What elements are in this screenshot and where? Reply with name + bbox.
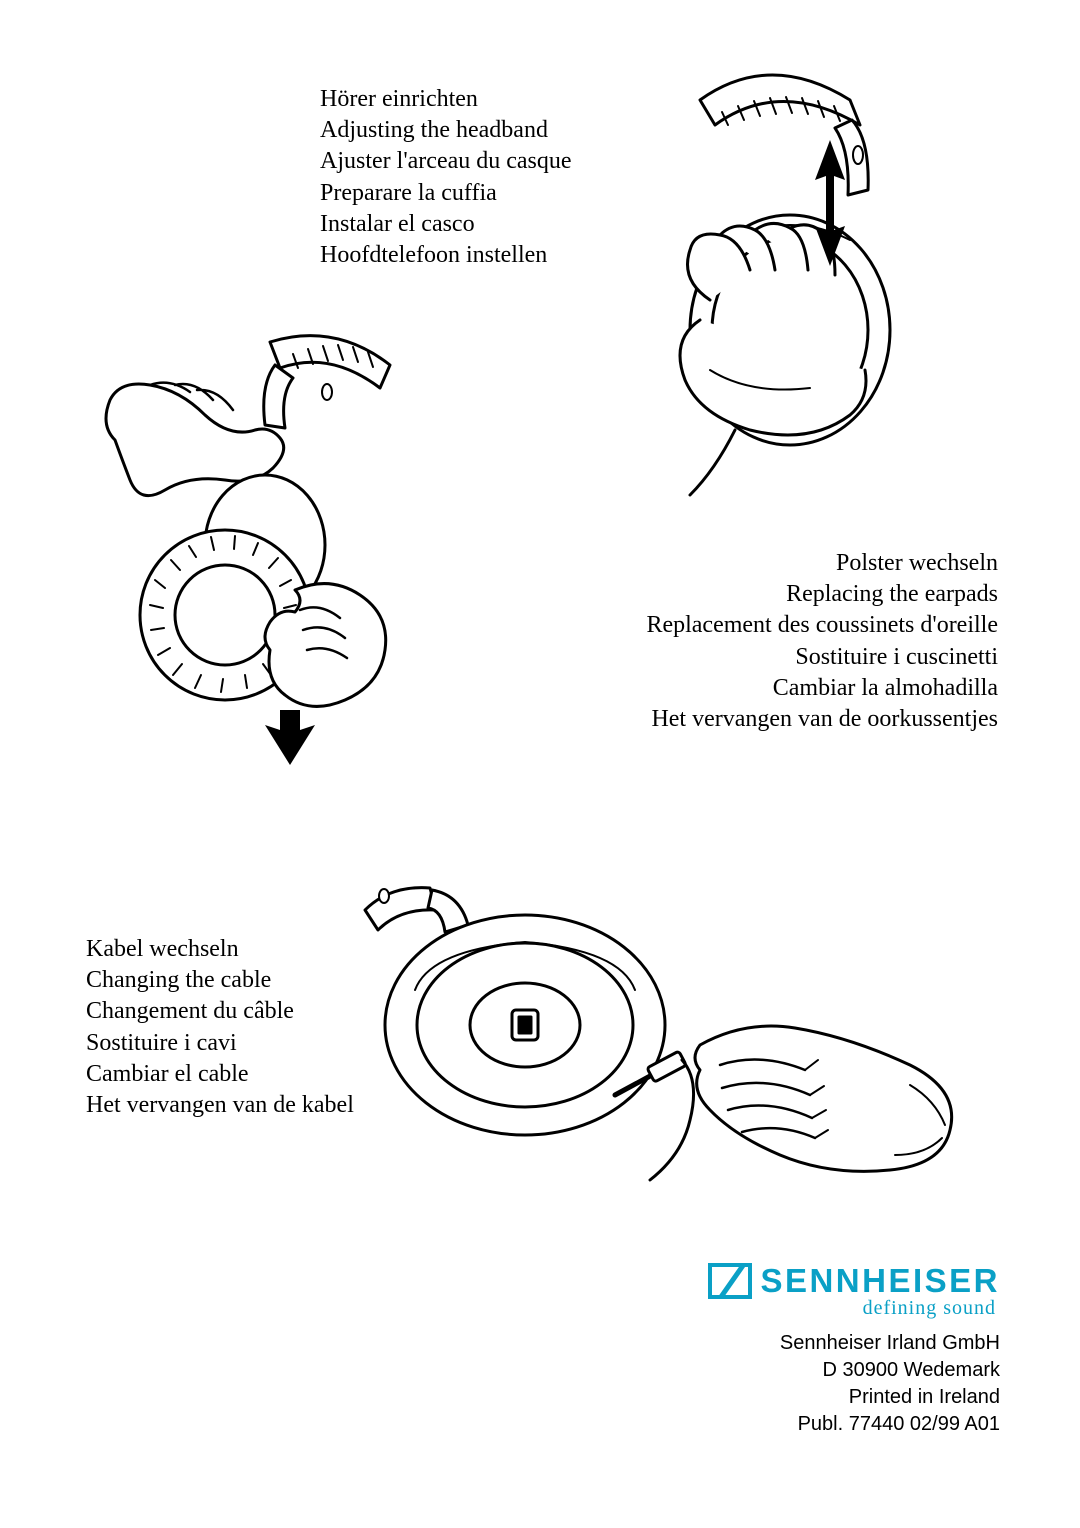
brand-address: Sennheiser Irland GmbH D 30900 Wedemark … [708,1330,1000,1438]
section1-line-nl: Hoofdtelefoon instellen [320,240,572,271]
brand-mark-icon [708,1263,752,1299]
section1-line-it: Preparare la cuffia [320,178,572,209]
brand-logo: SENNHEISER [708,1262,1000,1300]
adjusting-headband-illustration [640,70,940,500]
section2-line-en: Replacing the earpads [646,579,998,610]
section2-line-nl: Het vervangen van de oorkussentjes [646,704,998,735]
addr-line-2: D 30900 Wedemark [708,1357,1000,1384]
section3-line-nl: Het vervangen van de kabel [86,1090,354,1121]
section2-line-fr: Replacement des coussinets d'oreille [646,610,998,641]
section3-line-es: Cambiar el cable [86,1059,354,1090]
section1-line-fr: Ajuster l'arceau du casque [320,146,572,177]
section3-line-en: Changing the cable [86,965,354,996]
brand-name: SENNHEISER [760,1262,1000,1300]
addr-line-1: Sennheiser Irland GmbH [708,1330,1000,1357]
changing-cable-illustration [350,870,960,1220]
section3-line-fr: Changement du câble [86,996,354,1027]
section1-line-de: Hörer einrichten [320,84,572,115]
section1-line-en: Adjusting the headband [320,115,572,146]
section2-text: Polster wechseln Replacing the earpads R… [646,548,998,735]
section3-line-de: Kabel wechseln [86,934,354,965]
section2-line-es: Cambiar la almohadilla [646,673,998,704]
section3-text: Kabel wechseln Changing the cable Change… [86,934,354,1121]
addr-line-4: Publ. 77440 02/99 A01 [708,1411,1000,1438]
brand-block: SENNHEISER defining sound Sennheiser Irl… [708,1262,1000,1438]
addr-line-3: Printed in Ireland [708,1384,1000,1411]
section1-text: Hörer einrichten Adjusting the headband … [320,84,572,271]
replacing-earpads-illustration [95,330,405,780]
section1-line-es: Instalar el casco [320,209,572,240]
section2-line-it: Sostituire i cuscinetti [646,642,998,673]
section3-line-it: Sostituire i cavi [86,1028,354,1059]
brand-tagline: defining sound [708,1297,1000,1320]
section2-line-de: Polster wechseln [646,548,998,579]
